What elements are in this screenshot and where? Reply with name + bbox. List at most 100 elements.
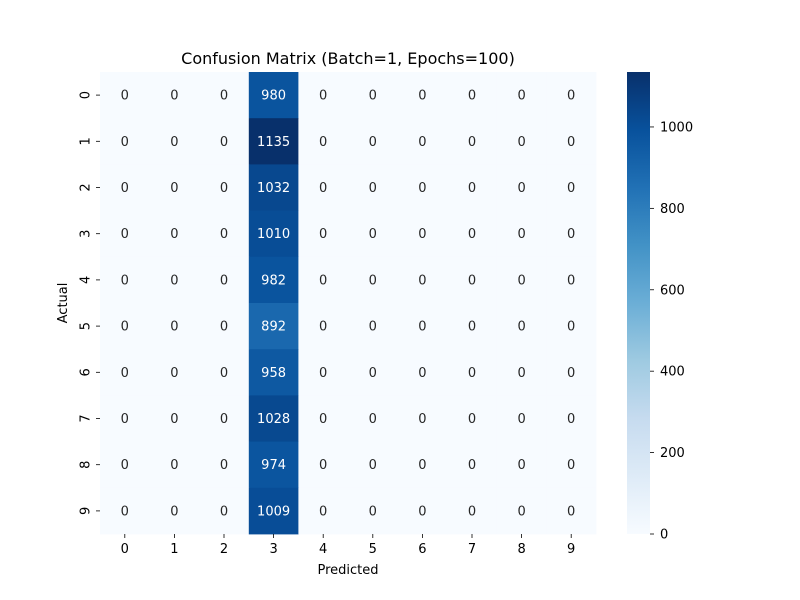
heatmap-cell (100, 210, 150, 258)
heatmap-cell (496, 210, 547, 258)
x-tick-label: 9 (567, 542, 575, 557)
heatmap-cell (199, 487, 250, 535)
cell-annotation: 0 (517, 504, 525, 519)
heatmap-cell (248, 441, 299, 489)
heatmap-cell (496, 487, 547, 535)
heatmap-cell (447, 441, 498, 489)
heatmap-cell (447, 72, 498, 119)
cell-annotation: 0 (170, 458, 178, 473)
cell-annotation: 974 (261, 458, 286, 473)
x-tick-label: 8 (517, 542, 525, 557)
colorbar-tick-label: 800 (660, 202, 685, 217)
heatmap-cell (149, 441, 200, 489)
heatmap-cells (100, 72, 597, 535)
cell-annotation: 1009 (257, 504, 290, 519)
heatmap-cell (348, 164, 398, 211)
heatmap-cell (496, 441, 547, 489)
heatmap-cell (397, 395, 448, 442)
cell-annotation: 0 (468, 89, 476, 104)
y-axis-ticks: 0 1 2 3 4 5 6 7 8 9 (79, 91, 100, 515)
heatmap-cell (496, 256, 547, 304)
y-tick-label: 9 (79, 507, 94, 515)
cell-annotation: 0 (121, 89, 129, 104)
cell-annotation: 0 (567, 366, 575, 381)
y-tick-label: 5 (79, 322, 94, 330)
heatmap-cell (248, 118, 299, 165)
cell-annotation: 0 (220, 412, 228, 427)
cell-annotation: 0 (121, 366, 129, 381)
heatmap-cell (248, 349, 299, 396)
heatmap-cell (496, 118, 547, 165)
cell-annotation: 0 (319, 89, 327, 104)
heatmap-cell (447, 210, 498, 258)
heatmap-cell (149, 72, 200, 119)
cell-annotation: 980 (261, 89, 286, 104)
cell-annotation: 0 (369, 135, 377, 150)
cell-annotation: 0 (418, 320, 426, 335)
heatmap-cell (248, 487, 299, 535)
y-axis-label: Actual (56, 283, 71, 324)
cell-annotation: 0 (468, 320, 476, 335)
heatmap-cell (397, 349, 448, 396)
heatmap-cell (397, 487, 448, 535)
heatmap-cell (149, 487, 200, 535)
heatmap-cell (298, 72, 349, 119)
heatmap-cell (199, 164, 250, 211)
cell-annotation: 1135 (257, 135, 290, 150)
cell-annotation: 0 (220, 504, 228, 519)
cell-annotation: 0 (121, 227, 129, 242)
heatmap-cell (248, 395, 299, 442)
cell-annotation: 0 (567, 227, 575, 242)
cell-annotation: 0 (517, 366, 525, 381)
cell-annotation: 0 (170, 320, 178, 335)
heatmap-cell (199, 210, 250, 258)
cell-annotation: 0 (369, 181, 377, 196)
heatmap-cell (149, 349, 200, 396)
cell-annotation: 0 (517, 135, 525, 150)
cell-annotation: 0 (220, 458, 228, 473)
heatmap-cell (100, 303, 150, 350)
cell-annotation: 0 (517, 227, 525, 242)
colorbar-tick-label: 1000 (660, 120, 693, 135)
x-tick-label: 4 (319, 542, 327, 557)
cell-annotation: 0 (319, 504, 327, 519)
cell-annotation: 0 (121, 504, 129, 519)
heatmap-cell (496, 303, 547, 350)
heatmap-cell (397, 164, 448, 211)
heatmap-cell (100, 441, 150, 489)
heatmap-cell (100, 256, 150, 304)
cell-annotation: 0 (567, 89, 575, 104)
heatmap-cell (447, 349, 498, 396)
colorbar-ticks: 0 200 400 600 800 1000 (650, 120, 693, 543)
cell-annotation: 0 (567, 412, 575, 427)
heatmap-cell (348, 210, 398, 258)
heatmap-cell (397, 210, 448, 258)
cell-annotation: 0 (369, 504, 377, 519)
heatmap-cell (447, 303, 498, 350)
cell-annotation: 0 (220, 181, 228, 196)
x-tick-label: 7 (468, 542, 476, 557)
heatmap-cell (248, 256, 299, 304)
cell-annotation: 0 (369, 227, 377, 242)
heatmap-cell (546, 487, 597, 535)
heatmap-cell (100, 118, 150, 165)
heatmap-cell (298, 441, 349, 489)
y-tick-label: 1 (79, 137, 94, 145)
cell-annotation: 0 (369, 89, 377, 104)
cell-annotation: 0 (319, 412, 327, 427)
x-tick-label: 3 (269, 542, 277, 557)
heatmap-cell (298, 210, 349, 258)
heatmap-cell (397, 256, 448, 304)
cell-annotation: 0 (170, 366, 178, 381)
heatmap-cell (100, 72, 150, 119)
heatmap-cell (546, 395, 597, 442)
heatmap-cell (348, 395, 398, 442)
y-tick-label: 6 (79, 368, 94, 376)
cell-annotation: 0 (170, 227, 178, 242)
heatmap-cell (298, 256, 349, 304)
cell-annotation: 0 (170, 412, 178, 427)
cell-annotation: 0 (567, 458, 575, 473)
cell-annotation: 0 (319, 366, 327, 381)
cell-annotation: 0 (468, 227, 476, 242)
